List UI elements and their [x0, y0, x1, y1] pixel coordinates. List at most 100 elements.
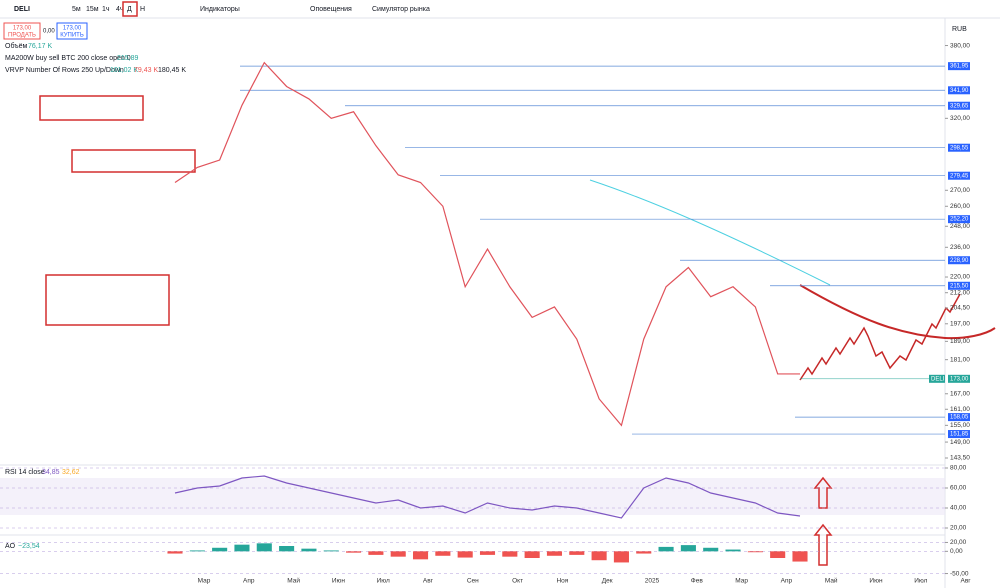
y-tick-label: 212,00: [950, 289, 970, 296]
y-tick-label: 380,00: [950, 42, 970, 49]
bar: [323, 550, 339, 552]
level-label: 361,95: [950, 64, 969, 70]
level-box: [948, 281, 970, 290]
y-tick-label: 189,00: [950, 338, 970, 345]
replay-button[interactable]: Симулятор рынка: [372, 6, 430, 13]
bar: [591, 551, 607, 561]
level-box: [948, 215, 970, 224]
x-tick-label: Мар: [198, 578, 211, 585]
y-tick-label: 260,00: [950, 203, 970, 210]
x-tick-label: Апр: [781, 578, 793, 585]
level-box: [948, 430, 970, 439]
level-box: [948, 62, 970, 71]
highlight-box: [39, 95, 144, 121]
last-label: 173,00: [950, 376, 969, 382]
y-tick-label: 20,00: [950, 539, 967, 546]
x-tick-label: Авг: [423, 578, 434, 585]
bar: [412, 551, 429, 560]
level-label: 158,05: [950, 415, 969, 421]
bar: [680, 545, 696, 552]
level-label: 228,90: [950, 258, 969, 264]
last-name: DELI: [931, 376, 945, 382]
y-tick-label: 161,00: [950, 406, 970, 413]
legend-value: 180,45 K: [158, 67, 186, 74]
interval[interactable]: 5м: [72, 6, 81, 13]
x-tick-label: Сен: [467, 578, 479, 585]
x-tick-label: Мар: [735, 578, 748, 585]
legend-label: Объём: [5, 42, 27, 50]
bar: [703, 547, 719, 552]
x-tick-label: Май: [825, 577, 838, 585]
buy-label: КУПИТЬ: [60, 33, 84, 39]
level-box: [948, 256, 970, 265]
y-tick-label: 80,00: [950, 465, 967, 472]
bar: [368, 551, 384, 555]
bar: [189, 550, 205, 552]
y-tick-label: 220,00: [950, 274, 970, 281]
bar: [390, 551, 406, 557]
x-tick-label: Июл: [914, 578, 927, 585]
y-tick-label: 40,00: [950, 505, 967, 512]
currency: RUB: [952, 26, 967, 33]
bar: [725, 549, 741, 552]
indicators-button[interactable]: Индикаторы: [200, 6, 240, 13]
bar: [658, 546, 674, 552]
x-tick-label: 2025: [645, 578, 660, 585]
bar: [792, 551, 808, 562]
x-tick-label: Июл: [377, 578, 390, 585]
bar: [167, 551, 183, 554]
y-tick-label: 197,00: [950, 321, 970, 328]
x-tick-label: Авг: [961, 578, 972, 585]
bar: [770, 551, 786, 558]
level-label: 329,65: [950, 103, 969, 109]
x-tick-label: Июн: [332, 578, 346, 585]
pane-title: AO: [5, 543, 16, 550]
sell-label: ПРОДАТЬ: [8, 33, 36, 39]
y-tick-label: 248,00: [950, 223, 970, 230]
interval[interactable]: Н: [140, 6, 145, 13]
highlight-box: [71, 149, 196, 173]
buy-button[interactable]: [56, 22, 88, 40]
projection-curve: [799, 284, 996, 340]
rsi-band: [0, 478, 945, 515]
pane-value: −23,54: [18, 543, 40, 550]
bar: [479, 551, 496, 555]
legend-value: 101,02 K: [110, 67, 138, 74]
symbol[interactable]: DELI: [14, 6, 30, 13]
bar: [457, 551, 473, 558]
series-line: [174, 61, 800, 427]
interval-highlight: [122, 1, 138, 17]
bar: [613, 551, 629, 563]
legend-label: VRVP Number Of Rows 250 Up/Down: [5, 67, 124, 74]
bar: [747, 551, 763, 553]
level-label: 151,85: [950, 432, 969, 438]
y-tick-label: 20,00: [950, 525, 967, 532]
pane-value: 34,85: [42, 469, 60, 476]
interval[interactable]: Д: [127, 6, 132, 13]
level-box: [948, 171, 970, 180]
interval[interactable]: 1ч: [102, 6, 110, 13]
interval[interactable]: 15м: [86, 6, 99, 13]
level-label: 215,50: [950, 283, 969, 289]
legend-value: 76,17 K: [28, 43, 52, 50]
y-tick-label: 143,50: [950, 455, 970, 462]
level-box: [948, 143, 970, 152]
y-tick-label: 270,00: [950, 187, 970, 194]
bar: [569, 551, 585, 555]
legend-label: MA200W buy sell BTC 200 close open 0: [5, 55, 131, 62]
spread: 0,00: [43, 29, 55, 35]
level-box: [948, 101, 970, 110]
bar: [301, 548, 317, 552]
alerts-button[interactable]: Оповещения: [310, 6, 352, 13]
projection-zigzag: [799, 293, 961, 381]
y-tick-label: 0,00: [950, 548, 963, 555]
y-tick-label: 204,50: [950, 305, 970, 312]
bar: [234, 544, 250, 552]
bar: [279, 546, 295, 552]
sell-button[interactable]: [3, 22, 41, 40]
bar: [346, 551, 362, 553]
y-tick-label: 181,00: [950, 356, 970, 363]
x-tick-label: Май: [287, 577, 300, 585]
interval[interactable]: 4ч: [116, 6, 124, 13]
